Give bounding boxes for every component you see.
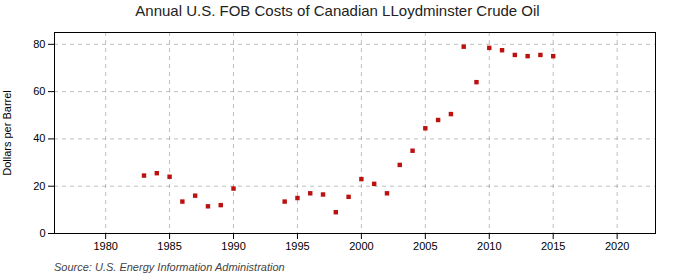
svg-text:2005: 2005 <box>413 240 437 252</box>
svg-text:40: 40 <box>33 132 45 144</box>
svg-text:1990: 1990 <box>221 240 245 252</box>
svg-text:2020: 2020 <box>605 240 629 252</box>
html-text:Annual U.S. FOB Costs of Canad: Annual U.S. FOB Costs of Canadian LLoydm… <box>135 2 540 19</box>
svg-text:Dollars per Barrel: Dollars per Barrel <box>1 90 13 176</box>
svg-text:60: 60 <box>33 85 45 97</box>
svg-text:0: 0 <box>39 227 45 239</box>
svg-text:1985: 1985 <box>157 240 181 252</box>
svg-text:80: 80 <box>33 38 45 50</box>
html-text:Source: U.S. Energy Informatio: Source: U.S. Energy Information Administ… <box>54 261 285 273</box>
svg-text:1980: 1980 <box>93 240 117 252</box>
svg-text:2000: 2000 <box>349 240 373 252</box>
svg-text:20: 20 <box>33 180 45 192</box>
svg-text:2010: 2010 <box>477 240 501 252</box>
svg-text:1995: 1995 <box>285 240 309 252</box>
svg-text:2015: 2015 <box>541 240 565 252</box>
